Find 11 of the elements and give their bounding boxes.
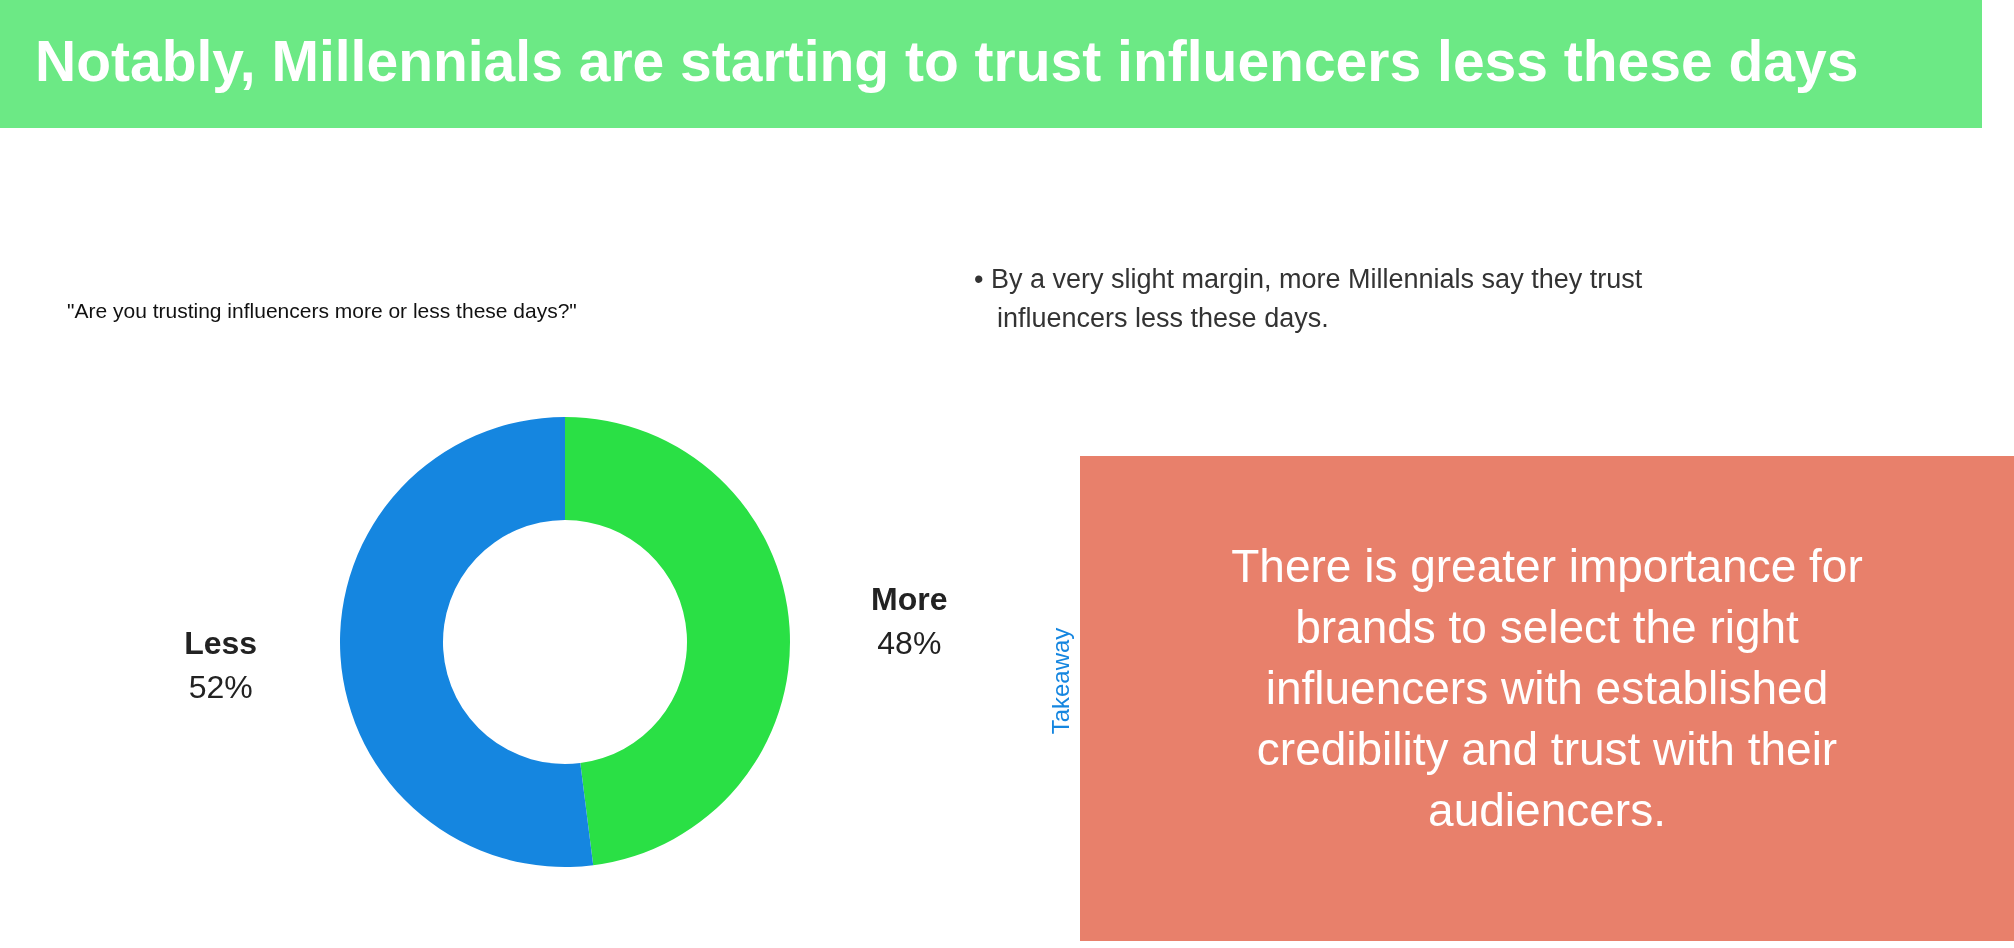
text: Takeaway <box>1047 627 1074 735</box>
text: • By a very slight margin, more Millennials say they trust influencers less these days. <box>974 264 1643 333</box>
donut-slice <box>340 417 594 867</box>
slice-label: More <box>871 581 948 618</box>
slice-label: Less <box>184 624 258 661</box>
chart-title: Notably, Millennials are starting to trust influencers less these days <box>35 29 1859 93</box>
text: There is greater importance for brands to select the right influencers with established credibility and trust with their audiencers. <box>1231 540 1863 836</box>
data-label: 52% <box>188 668 253 705</box>
donut-slice <box>565 417 790 866</box>
chart-subtitle: "Are you trusting influencers more or less these days?" <box>67 299 577 322</box>
data-label: 48% <box>877 625 942 662</box>
